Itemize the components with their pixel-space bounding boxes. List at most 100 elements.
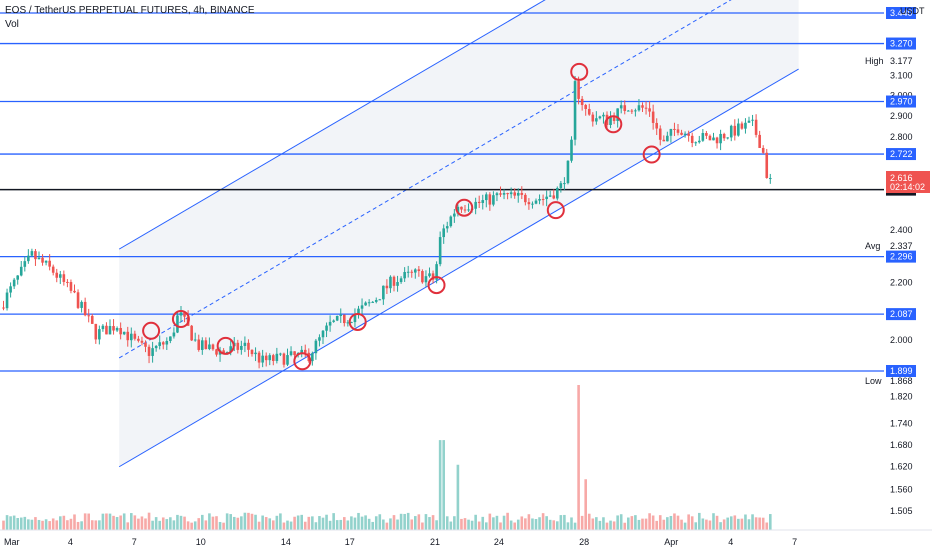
level-price-tag[interactable] bbox=[886, 365, 916, 377]
candle-body bbox=[548, 195, 552, 197]
candle-body bbox=[247, 342, 250, 350]
price-axis-bg bbox=[884, 0, 932, 530]
candle-body bbox=[680, 132, 683, 135]
level-price-tag[interactable] bbox=[886, 148, 916, 161]
channel-mid-line[interactable] bbox=[118, 0, 798, 359]
time-axis[interactable]: Mar 4 7 10 14 17 21 24 28 Apr 4 7 bbox=[0, 529, 932, 547]
touch-marker-circle[interactable] bbox=[171, 310, 190, 329]
volume-bar bbox=[218, 521, 222, 530]
candle-body bbox=[90, 315, 94, 324]
stat-name-label: Avg bbox=[865, 241, 880, 251]
candle-body bbox=[396, 282, 399, 286]
touch-marker-circle[interactable] bbox=[455, 198, 474, 217]
price-tick-label: 1.505 bbox=[890, 506, 913, 516]
touch-marker-circle[interactable] bbox=[348, 312, 367, 331]
candle-body bbox=[694, 142, 698, 144]
candle-body bbox=[179, 312, 183, 316]
price-channel[interactable] bbox=[118, 0, 799, 468]
candle-body bbox=[211, 344, 215, 350]
candle-body bbox=[669, 128, 673, 136]
volume-bar bbox=[318, 516, 321, 530]
volume-bar bbox=[254, 514, 257, 530]
volume-bar bbox=[520, 516, 524, 530]
volume-bar bbox=[431, 515, 435, 530]
price-tick-label: 2.200 bbox=[890, 277, 913, 287]
volume-bar bbox=[467, 519, 470, 530]
candle-body bbox=[726, 137, 729, 139]
candle-body bbox=[37, 257, 41, 260]
candle-body bbox=[73, 290, 76, 293]
touch-marker-circle[interactable] bbox=[604, 115, 623, 134]
volume-bar bbox=[367, 518, 371, 530]
candle-body bbox=[215, 349, 218, 355]
time-tick-label: Mar bbox=[4, 537, 20, 547]
horizontal-levels[interactable] bbox=[0, 12, 884, 372]
candle-body bbox=[133, 333, 137, 339]
volume-bar bbox=[531, 518, 534, 530]
level-price-tag[interactable] bbox=[886, 95, 916, 108]
volume-bar bbox=[460, 518, 463, 530]
channel-upper-line[interactable] bbox=[118, 0, 798, 250]
level-price-tag[interactable] bbox=[886, 250, 916, 263]
candle-body bbox=[744, 122, 747, 129]
volume-bar bbox=[534, 519, 538, 530]
current-price-tag[interactable] bbox=[886, 170, 930, 193]
touch-marker-circle[interactable] bbox=[427, 276, 446, 295]
volume-bar bbox=[268, 518, 272, 530]
touch-marker-circle[interactable] bbox=[293, 352, 312, 371]
volume-bar bbox=[66, 520, 69, 530]
volume-bar bbox=[559, 515, 563, 530]
volume-bar bbox=[623, 522, 627, 530]
touch-marker-circle[interactable] bbox=[570, 62, 589, 81]
volume-bar bbox=[69, 518, 73, 530]
candle-body bbox=[445, 226, 449, 229]
candle-body bbox=[627, 110, 630, 112]
volume-bar bbox=[389, 518, 392, 530]
candle-body bbox=[144, 342, 147, 347]
candle-body bbox=[527, 202, 531, 205]
channel-fill bbox=[119, 0, 799, 467]
volume-bar bbox=[165, 519, 169, 530]
level-price-label: 2.970 bbox=[890, 97, 913, 107]
volume-bar bbox=[421, 522, 424, 530]
candle-body bbox=[729, 125, 733, 138]
candle-body bbox=[389, 276, 392, 289]
candle-body bbox=[449, 216, 453, 227]
volume-bar bbox=[481, 516, 485, 530]
touch-markers[interactable] bbox=[142, 62, 661, 371]
volume-bar bbox=[30, 519, 34, 530]
time-tick-label: 24 bbox=[494, 537, 504, 547]
touch-marker-circle[interactable] bbox=[216, 336, 235, 355]
candle-body bbox=[566, 160, 570, 184]
candle-body bbox=[335, 315, 339, 321]
touch-marker-circle[interactable] bbox=[142, 321, 161, 340]
candle-body bbox=[318, 337, 321, 341]
volume-bar bbox=[616, 515, 619, 530]
volume-bar bbox=[311, 516, 314, 530]
volume-bar bbox=[151, 520, 154, 530]
volume-bar bbox=[208, 513, 211, 530]
candle-body bbox=[321, 330, 325, 338]
price-axis[interactable]: 3.100 3.000 2.900 2.800 2.400 2.200 2.000 1.820… bbox=[865, 0, 932, 530]
volume-bar bbox=[169, 517, 172, 530]
candle-body bbox=[34, 251, 37, 260]
candle-body bbox=[687, 133, 690, 136]
level-price-tag[interactable] bbox=[886, 7, 916, 19]
candle-body bbox=[222, 350, 225, 354]
candle-body bbox=[598, 116, 602, 119]
volume-bar bbox=[552, 520, 556, 530]
volume-bar bbox=[655, 520, 658, 530]
level-price-tag[interactable] bbox=[886, 37, 916, 50]
volume-bar bbox=[609, 520, 612, 530]
time-tick-label: 17 bbox=[345, 537, 355, 547]
level-price-tag[interactable] bbox=[886, 308, 916, 321]
volume-bar bbox=[378, 514, 382, 530]
candle-body bbox=[208, 344, 211, 350]
volume-bar bbox=[130, 513, 133, 530]
touch-marker-circle[interactable] bbox=[546, 201, 565, 220]
volume-bar bbox=[733, 515, 737, 530]
candle-body bbox=[254, 352, 257, 355]
touch-marker-circle[interactable] bbox=[642, 145, 661, 164]
volume-bar bbox=[101, 513, 105, 530]
